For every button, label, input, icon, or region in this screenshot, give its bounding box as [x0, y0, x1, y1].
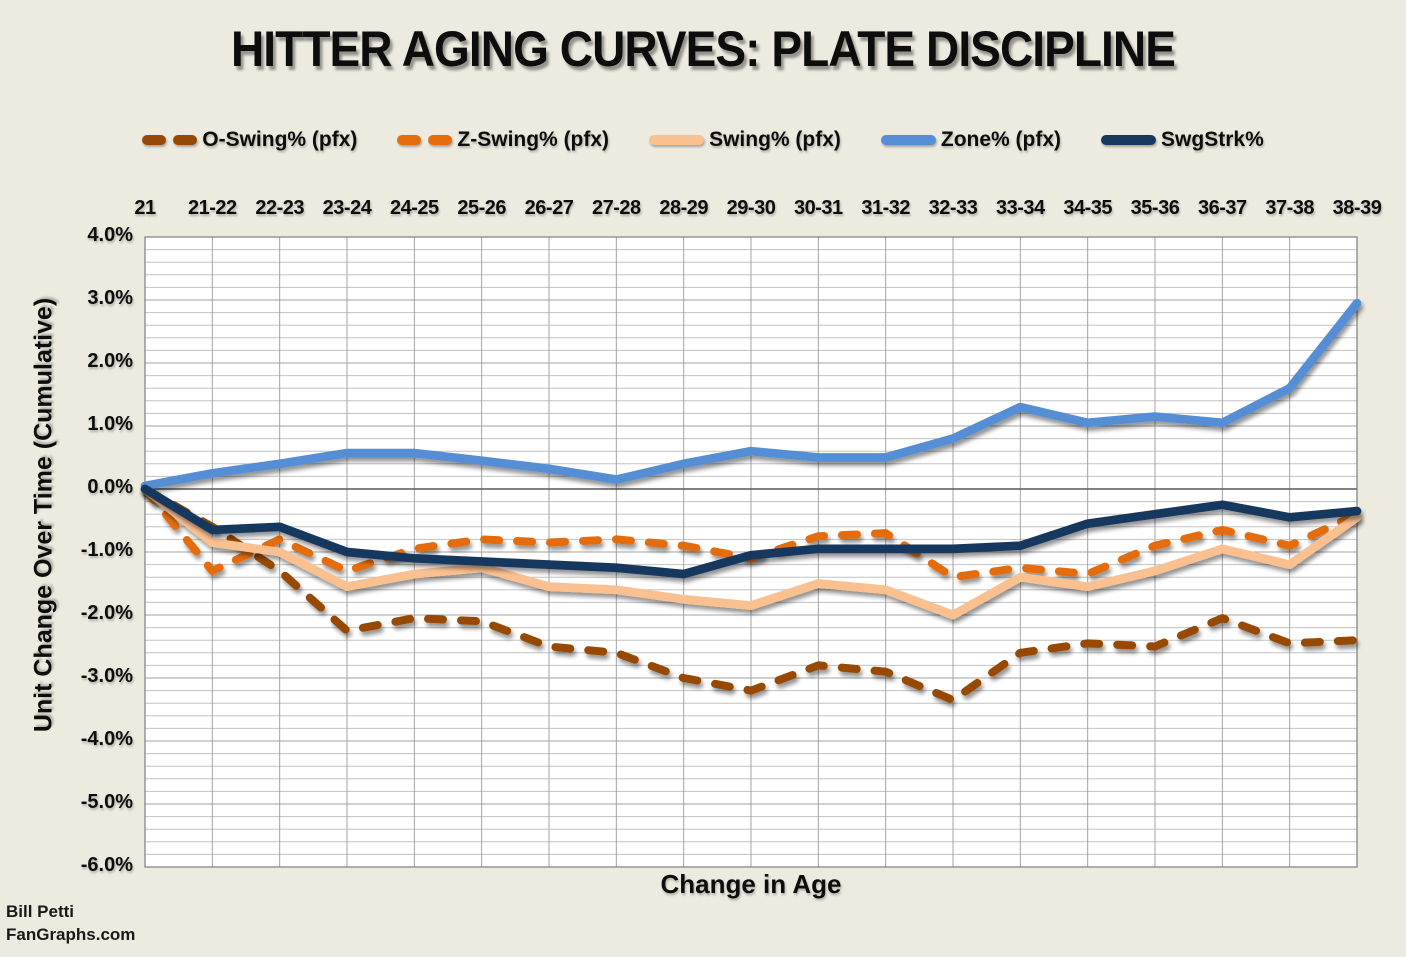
- x-tick-label: 24-25: [390, 197, 439, 219]
- y-tick-label: -6.0%: [80, 854, 133, 876]
- legend-swatch: [142, 135, 198, 145]
- x-tick-label: 36-37: [1198, 197, 1247, 219]
- legend-dash-icon: [428, 135, 453, 145]
- y-tick-label: 0.0%: [87, 476, 133, 498]
- y-axis-title: Unit Change Over Time (Cumulative): [29, 297, 58, 733]
- legend-label: O-Swing% (pfx): [202, 128, 358, 151]
- x-tick-label: 25-26: [457, 197, 506, 219]
- x-tick-label: 33-34: [996, 197, 1045, 219]
- legend-swatch: [397, 135, 453, 145]
- x-tick-label: 26-27: [524, 197, 574, 219]
- x-tick-label: 32-33: [928, 197, 978, 219]
- series-line-zone-pfx: [140, 298, 1362, 491]
- series-line-swgstrk: [140, 484, 1362, 579]
- y-tick-label: 3.0%: [87, 287, 133, 309]
- legend: O-Swing% (pfx) Z-Swing% (pfx) Swing% (pfx)…: [0, 124, 1406, 156]
- legend-label: SwgStrk%: [1161, 128, 1264, 151]
- x-tick-label: 34-35: [1063, 197, 1112, 219]
- y-tick-label: -4.0%: [80, 728, 133, 750]
- y-tick-label: 4.0%: [87, 224, 133, 246]
- x-tick-label: 30-31: [794, 197, 843, 219]
- x-tick-label: 35-36: [1130, 197, 1180, 219]
- legend-swatch: [649, 135, 705, 145]
- legend-label: Swing% (pfx): [709, 128, 841, 151]
- y-tick-label: -2.0%: [80, 602, 133, 624]
- x-tick-label: 37-38: [1265, 197, 1314, 219]
- x-tick-label: 21: [134, 197, 156, 219]
- gridlines: [144, 236, 1358, 868]
- legend-label: Zone% (pfx): [940, 128, 1062, 151]
- legend-dash-icon: [397, 135, 422, 145]
- x-axis-title: Change in Age: [660, 869, 842, 899]
- x-tick-label: 22-23: [255, 197, 304, 219]
- series-line-swing-pfx: [140, 484, 1362, 620]
- legend-line-icon: [1101, 135, 1157, 145]
- x-tick-label: 29-30: [726, 197, 776, 219]
- legend-line-icon: [880, 135, 936, 145]
- x-tick-label: 38-39: [1332, 197, 1382, 219]
- series-lines: [140, 298, 1362, 705]
- legend-item-1: O-Swing% (pfx): [142, 128, 357, 152]
- x-tick-label: 31-32: [861, 197, 910, 219]
- attribution-site: FanGraphs.com: [6, 924, 136, 944]
- legend-dash-icon: [142, 135, 167, 145]
- x-tick-label: 28-29: [659, 197, 708, 219]
- chart-title: HITTER AGING CURVES: PLATE DISCIPLINE: [231, 21, 1176, 77]
- legend-swatch: [880, 135, 936, 145]
- y-tick-label: -1.0%: [80, 539, 133, 561]
- series-line-o-swing-pfx: [141, 485, 1361, 705]
- legend-swatch: [1101, 135, 1157, 145]
- x-tick-label: 23-24: [322, 197, 372, 219]
- legend-label: Z-Swing% (pfx): [457, 128, 610, 151]
- legend-item-2: Z-Swing% (pfx): [397, 128, 609, 152]
- y-tick-label: -3.0%: [80, 665, 133, 687]
- x-tick-label: 21-22: [188, 197, 237, 219]
- y-tick-label: -5.0%: [80, 791, 133, 813]
- y-tick-label: 1.0%: [87, 413, 133, 435]
- x-tick-label: 27-28: [592, 197, 641, 219]
- legend-dash-icon: [173, 135, 198, 145]
- legend-line-icon: [649, 135, 705, 145]
- attribution-author: Bill Petti: [6, 902, 75, 921]
- attribution: Bill Petti FanGraphs.com: [6, 901, 135, 947]
- y-tick-label: 2.0%: [87, 350, 133, 372]
- legend-item-4: Zone% (pfx): [880, 128, 1062, 152]
- legend-item-3: Swing% (pfx): [649, 128, 841, 152]
- legend-item-5: SwgStrk%: [1101, 128, 1264, 152]
